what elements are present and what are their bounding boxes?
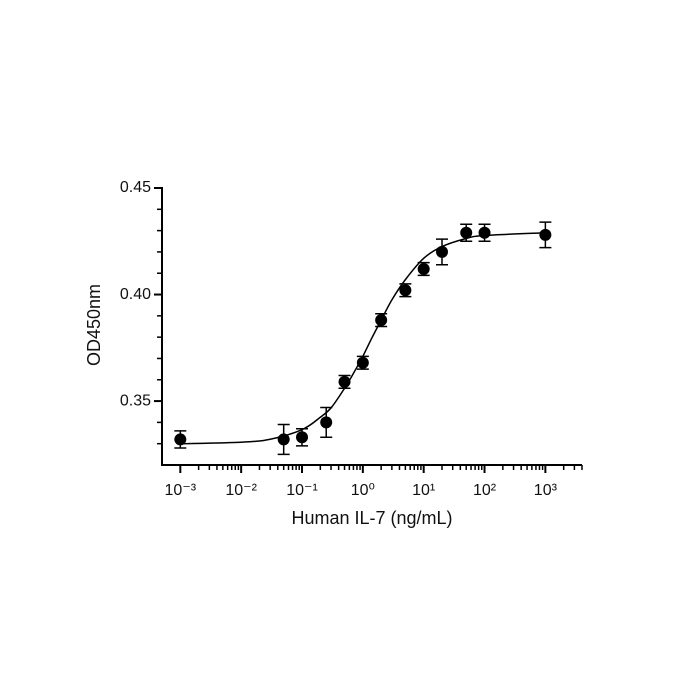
data-point <box>174 433 187 446</box>
y-axis-title: OD450nm <box>84 284 104 366</box>
data-point <box>277 433 290 446</box>
x-tick-label: 10¹ <box>412 482 435 499</box>
x-tick-label: 10³ <box>534 482 558 499</box>
x-tick-label: 10⁻² <box>225 482 257 499</box>
data-point <box>539 228 552 241</box>
data-point <box>356 356 369 369</box>
x-tick-label: 10⁰ <box>351 482 375 499</box>
x-tick-label: 10⁻¹ <box>286 482 318 499</box>
y-tick-label: 0.45 <box>120 179 151 196</box>
data-point <box>417 262 430 275</box>
x-axis-title: Human IL-7 (ng/mL) <box>291 508 452 528</box>
y-tick-label: 0.40 <box>120 286 151 303</box>
x-tick-label: 10² <box>473 482 497 499</box>
x-tick-label: 10⁻³ <box>165 482 197 499</box>
data-point <box>338 375 351 388</box>
data-point <box>478 226 491 239</box>
data-point <box>320 416 333 429</box>
data-point <box>460 226 473 239</box>
data-point <box>296 431 308 444</box>
fit-curve <box>180 231 546 445</box>
data-point <box>375 314 388 327</box>
data-point <box>436 245 448 258</box>
data-point <box>399 284 412 297</box>
y-tick-label: 0.35 <box>120 392 151 409</box>
